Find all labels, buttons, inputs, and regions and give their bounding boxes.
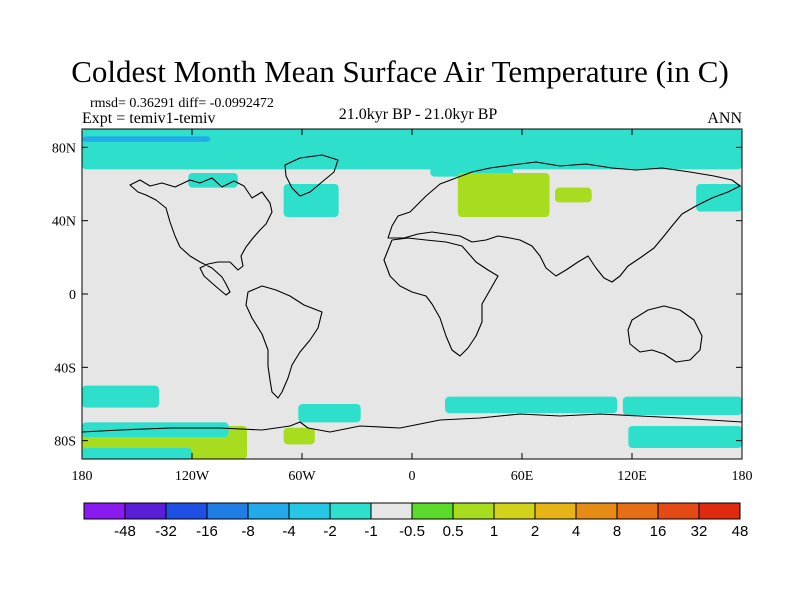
colorbar: -48 -32 -16 -8 -4 -2 -1 -0.5 0.5 1 2 4 8 16 32 48 xyxy=(83,502,749,540)
season-text: ANN xyxy=(707,110,742,127)
colorbar-label: 4 xyxy=(572,523,580,540)
anomaly-region-southern-ocean-atlantic xyxy=(298,404,361,423)
coastline-south-america xyxy=(245,285,323,399)
colorbar-label: -48 xyxy=(114,523,136,540)
colorbar-label: -1 xyxy=(364,523,377,540)
colorbar-label: -32 xyxy=(155,523,177,540)
anomaly-region-siberia-warm xyxy=(457,173,550,217)
colorbar-label: 16 xyxy=(650,523,667,540)
latitude-axis: 80N 40N 0 40S 80S xyxy=(52,141,742,450)
coastline-antarctica xyxy=(82,413,742,433)
colorbar-label: -0.5 xyxy=(399,523,425,540)
anomaly-region-southern-ocean-pacific xyxy=(82,385,159,408)
colorbar-label: 1 xyxy=(490,523,498,540)
colorbar-swatch xyxy=(698,502,741,520)
colorbar-label: -2 xyxy=(323,523,336,540)
colorbar-swatch xyxy=(288,502,331,520)
colorbar-label: 8 xyxy=(613,523,621,540)
colorbar-swatch xyxy=(370,502,413,520)
colorbar-swatch xyxy=(452,502,495,520)
colorbar-swatch xyxy=(247,502,290,520)
anomaly-region-southern-ocean-east xyxy=(622,396,742,415)
colorbar-swatch xyxy=(206,502,249,520)
colorbar-swatch xyxy=(657,502,700,520)
experiment-text: Expt = temiv1-temiv xyxy=(82,110,216,127)
colorbar-label: 48 xyxy=(732,523,749,540)
colorbar-label: 2 xyxy=(531,523,539,540)
anomaly-region-central-asia-warm xyxy=(555,187,592,203)
anomaly-region-antarctic-peninsula-warm xyxy=(283,427,315,445)
colorbar-label: -8 xyxy=(241,523,254,540)
lat-label: 0 xyxy=(69,288,76,303)
longitude-axis: 180 120W 60W 0 60E 120E 180 xyxy=(72,129,753,484)
lon-label: 120W xyxy=(175,469,210,484)
lat-label: 80N xyxy=(52,141,76,156)
colorbar-swatch xyxy=(493,502,536,520)
colorbar-swatch xyxy=(329,502,372,520)
coastline-greenland xyxy=(284,154,339,197)
anomaly-region-southern-ocean-indian xyxy=(445,396,618,414)
colorbar-swatch xyxy=(124,502,167,520)
lon-label: 120E xyxy=(617,469,647,484)
coastline-north-america xyxy=(129,177,273,296)
coastline-eurasia xyxy=(387,161,741,283)
lon-label: 180 xyxy=(732,469,753,484)
figure-title: Coldest Month Mean Surface Air Temperatu… xyxy=(71,54,729,89)
coastline-australia xyxy=(627,305,703,363)
colorbar-swatch xyxy=(616,502,659,520)
colorbar-swatch xyxy=(575,502,618,520)
stats-text: rmsd= 0.36291 diff= -0.0992472 xyxy=(90,96,274,111)
colorbar-swatch xyxy=(411,502,454,520)
lon-label: 180 xyxy=(72,469,93,484)
lon-label: 0 xyxy=(409,469,416,484)
colorbar-label: 32 xyxy=(691,523,708,540)
lon-label: 60W xyxy=(288,469,316,484)
lat-label: 40N xyxy=(52,215,76,230)
period-text: 21.0kyr BP - 21.0kyr BP xyxy=(338,106,498,123)
anomaly-regions xyxy=(82,129,742,459)
anomaly-region-arctic-cold-strip xyxy=(82,136,211,142)
colorbar-label: -16 xyxy=(196,523,218,540)
lat-label: 80S xyxy=(54,435,76,450)
anomaly-region-antarctic-east-bottom xyxy=(82,448,192,459)
anomaly-region-north-america-northeast xyxy=(188,173,238,188)
colorbar-swatch xyxy=(83,502,126,520)
anomaly-region-antarctic-east-cold xyxy=(628,426,742,448)
colorbar-label: -4 xyxy=(282,523,295,540)
anomaly-region-barents-kara xyxy=(430,156,513,177)
colorbar-label: 0.5 xyxy=(443,523,464,540)
coastline-africa xyxy=(383,237,499,357)
colorbar-swatch xyxy=(534,502,577,520)
anomaly-region-north-atlantic xyxy=(283,184,339,217)
colorbar-swatch xyxy=(165,502,208,520)
anomaly-region-arctic-ocean-band xyxy=(82,129,742,170)
lat-label: 40S xyxy=(54,361,76,376)
coastlines xyxy=(82,154,742,433)
anomaly-region-antarctic-coast-west xyxy=(82,422,229,437)
lon-label: 60E xyxy=(511,469,534,484)
